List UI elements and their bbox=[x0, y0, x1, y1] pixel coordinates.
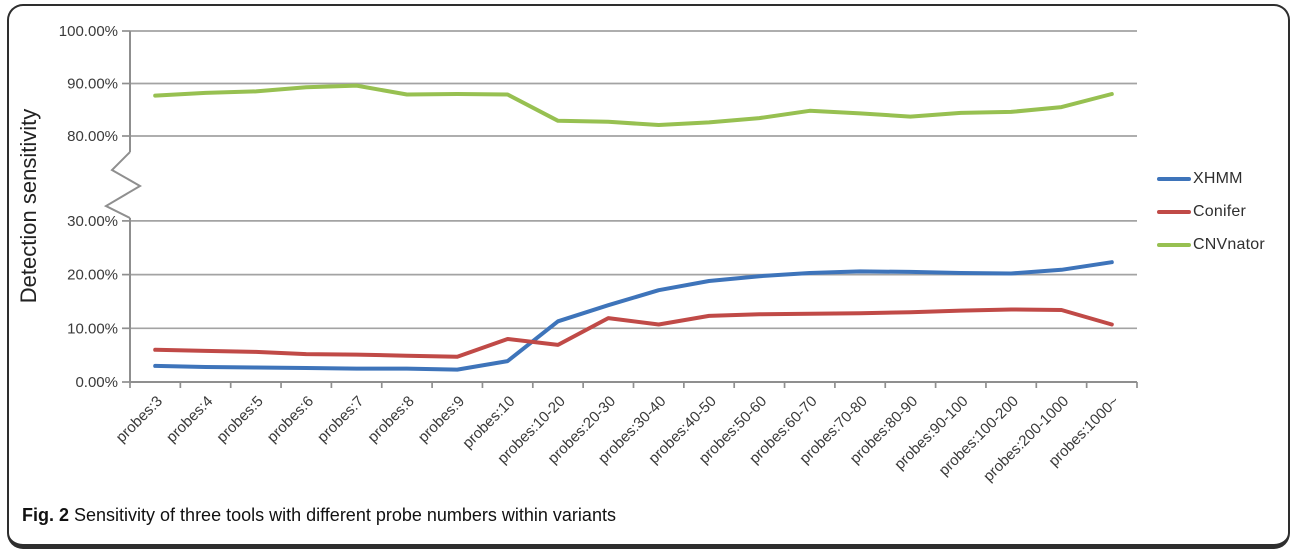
x-tick-label: probes:3 bbox=[113, 393, 166, 446]
y-tick-label: 20.00% bbox=[67, 267, 118, 284]
x-tick-label: probes:200-1000 bbox=[980, 393, 1072, 485]
legend-item-cnvnator: CNVnator bbox=[1157, 235, 1265, 255]
legend-label-conifer: Conifer bbox=[1193, 203, 1246, 220]
y-tick-label: 0.00% bbox=[75, 374, 118, 391]
x-tick-label: probes:4 bbox=[163, 393, 216, 446]
series-line-xhmm bbox=[153, 260, 1114, 372]
y-tick-label: 100.00% bbox=[59, 23, 118, 40]
chart-legend: XHMM Conifer CNVnator bbox=[1157, 169, 1265, 255]
legend-item-conifer: Conifer bbox=[1157, 202, 1265, 222]
figure-caption: Fig. 2 Sensitivity of three tools with di… bbox=[22, 505, 616, 526]
y-tick-label: 30.00% bbox=[67, 213, 118, 230]
y-tick-label: 80.00% bbox=[67, 128, 118, 145]
y-axis-title: Detection sensitivity bbox=[16, 109, 41, 303]
xhmm-line-swatch bbox=[1157, 177, 1191, 181]
series-line-cnvnator bbox=[153, 83, 1114, 127]
x-tick-label: probes:6 bbox=[264, 393, 317, 446]
y-tick-label: 10.00% bbox=[67, 320, 118, 337]
series-line-conifer bbox=[153, 307, 1114, 359]
x-tick-label: probes:8 bbox=[364, 393, 417, 446]
y-tick-label: 90.00% bbox=[67, 76, 118, 93]
conifer-line-swatch bbox=[1157, 210, 1191, 214]
figure-caption-label: Fig. 2 bbox=[22, 505, 70, 525]
legend-item-xhmm: XHMM bbox=[1157, 169, 1265, 189]
axis-break-mark bbox=[103, 151, 142, 219]
x-tick-label: probes:5 bbox=[213, 393, 266, 446]
legend-label-cnvnator: CNVnator bbox=[1193, 236, 1265, 253]
cnvnator-line-swatch bbox=[1157, 243, 1191, 247]
x-tick-label: probes:7 bbox=[314, 393, 367, 446]
sensitivity-line-chart: 100.00% 90.00% 80.00% 30.00% 20.00% 10.00% 0.0… bbox=[16, 23, 1138, 485]
legend-label-xhmm: XHMM bbox=[1193, 170, 1243, 187]
figure-caption-text: Sensitivity of three tools with differen… bbox=[74, 505, 616, 525]
figure-border bbox=[7, 4, 1290, 549]
